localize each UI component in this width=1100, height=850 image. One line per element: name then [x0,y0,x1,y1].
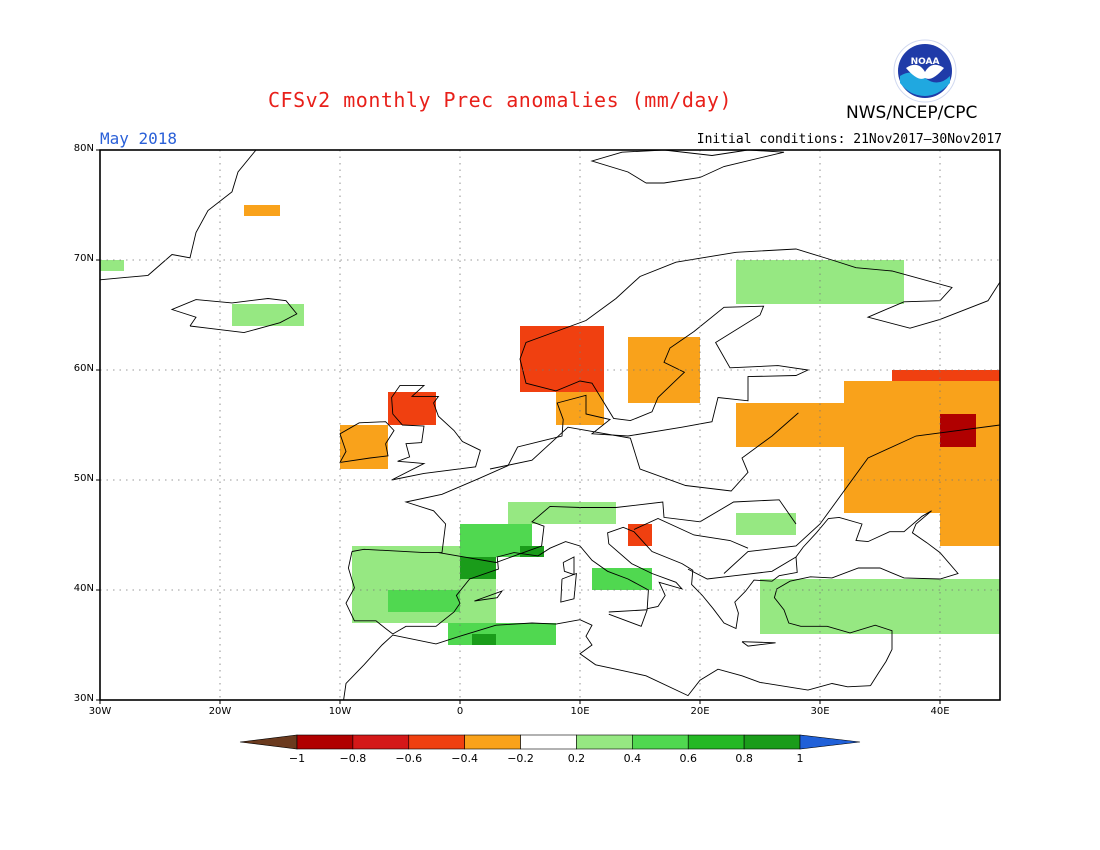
lat-label-70N: 70N [73,253,94,264]
lat-label-30N: 30N [73,693,94,704]
anomaly-cell-14 [100,260,124,271]
anomaly-cell-20 [508,502,616,524]
coastline-12 [741,641,776,647]
anomaly-cell-25 [592,568,652,590]
colorbar-segment-5 [576,734,633,750]
anomaly-cell-4 [736,403,844,447]
logo-text: NOAA [911,57,940,67]
anomaly-cell-19 [520,546,544,557]
colorbar-label: 0.4 [623,752,642,765]
coastline-5 [339,421,395,463]
lon-label-30E: 30E [810,706,830,717]
coastline-8 [590,149,785,184]
map-title: CFSv2 monthly Prec anomalies (mm/day) [267,88,733,112]
anomaly-cell-23 [760,579,1000,634]
coastline-18 [633,518,749,549]
coastline-11 [608,609,648,627]
map-frame [99,149,1001,701]
coastline-16 [438,499,797,563]
anomaly-cell-16 [388,590,460,612]
colorbar-label: −0.4 [451,752,479,765]
colorbar-high-arrow [799,734,861,750]
lat-label-50N: 50N [73,473,94,484]
coastline-14 [723,424,1001,574]
lon-label-30W: 30W [88,706,112,717]
lon-label-40E: 40E [930,706,950,717]
colorbar-label: −0.6 [395,752,423,765]
anomaly-cell-12 [736,260,904,304]
anomaly-layer [100,205,1000,645]
lon-label-20E: 20E [690,706,710,717]
coastline-13 [474,590,504,602]
anomaly-cell-21 [448,623,556,645]
anomaly-cell-22 [472,634,496,645]
axis-ticks [96,149,941,704]
lat-label-80N: 80N [73,143,94,154]
colorbar-segment-3 [464,734,521,750]
coastline-17 [687,556,797,580]
coastline-9 [560,572,577,603]
colorbar-label: −1 [288,752,306,765]
colorbar-label: 1 [796,752,804,765]
anomaly-cell-9 [388,392,436,425]
lat-label-60N: 60N [73,363,94,374]
initial-conditions: Initial conditions: 21Nov2017–30Nov2017 [696,132,1002,147]
colorbar-label: 0.2 [567,752,586,765]
anomaly-cell-24 [736,513,796,535]
coastline-10 [562,556,575,576]
coastline-2 [392,619,871,697]
colorbar-segment-1 [352,734,410,750]
coastline-3 [343,634,394,701]
lon-label-10W: 10W [328,706,352,717]
colorbar-segment-4 [520,734,577,750]
colorbar-low-arrow [239,734,298,750]
anomaly-cell-5 [628,337,700,403]
anomaly-cell-11 [244,205,280,216]
anomaly-cell-6 [520,326,604,392]
anomaly-cell-18 [460,557,496,579]
colorbar-segment-7 [687,734,745,750]
coastlines [99,149,1001,701]
colorbar-label: −0.8 [339,752,367,765]
coastline-7 [99,149,257,281]
forecast-period: May 2018 [100,129,178,148]
coastline-15 [489,412,799,492]
colorbar-label: 0.8 [735,752,753,765]
organization-label: NWS/NCEP/CPC [846,103,978,123]
anomaly-cell-3 [940,480,1000,546]
colorbar-segment-0 [296,734,354,750]
noaa-logo-icon: NOAA [893,39,957,103]
lon-label-0: 0 [456,706,464,717]
coastline-0 [351,248,1001,554]
colorbar-label: 0.6 [679,752,697,765]
colorbar [239,734,861,750]
colorbar-label: −0.2 [507,752,534,765]
coastline-6 [170,298,298,334]
lat-label-40N: 40N [73,583,94,594]
colorbar-segment-6 [632,734,689,750]
graticule [100,150,1000,700]
coastline-1 [345,510,959,686]
lon-label-10E: 10E [570,706,590,717]
anomaly-cell-13 [232,304,304,326]
lon-label-20W: 20W [208,706,232,717]
anomaly-cell-10 [628,524,652,546]
coastline-4 [391,384,481,481]
colorbar-segment-2 [408,734,465,750]
anomaly-cell-8 [340,425,388,469]
colorbar-segment-8 [743,734,801,750]
